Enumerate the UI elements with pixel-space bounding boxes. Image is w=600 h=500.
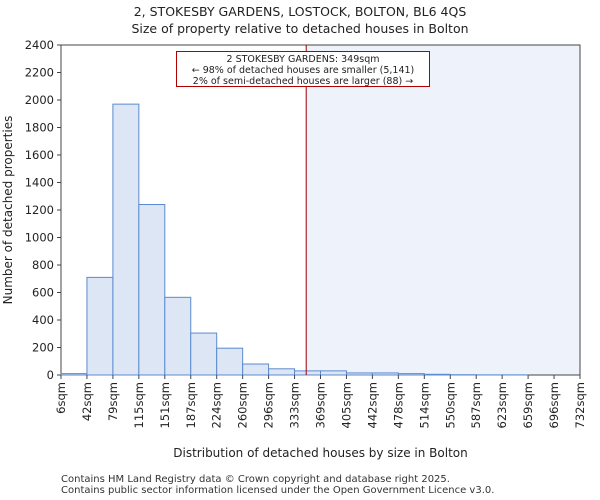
y-tick-label: 0 [47, 368, 54, 382]
histogram-bar [242, 363, 270, 376]
x-tick-label: 187sqm [184, 382, 198, 428]
chart-subtitle: Size of property relative to detached ho… [131, 21, 469, 36]
histogram-bar [371, 372, 399, 376]
x-tick-label: 260sqm [236, 382, 250, 428]
histogram-bar [397, 373, 425, 376]
x-tick-label: 151sqm [158, 382, 172, 428]
y-tick-label: 1400 [25, 176, 54, 190]
x-tick-label: 659sqm [521, 382, 535, 428]
annotation-line-1: 2 STOKESBY GARDENS: 349sqm [226, 54, 380, 65]
x-tick-label: 296sqm [262, 382, 276, 428]
y-tick-label: 1200 [25, 203, 54, 217]
x-tick-label: 732sqm [573, 382, 587, 428]
x-tick-label: 369sqm [314, 382, 328, 428]
histogram-bar [294, 370, 321, 376]
annotation-line-3: 2% of semi-detached houses are larger (8… [192, 76, 414, 87]
x-tick-label: 478sqm [391, 382, 405, 428]
x-axis-label: Distribution of detached houses by size … [173, 446, 467, 460]
y-tick-label: 1600 [25, 148, 54, 162]
y-tick-label: 2400 [25, 38, 54, 52]
y-tick-label: 400 [32, 313, 54, 327]
histogram-bar [216, 347, 244, 376]
histogram-bar [60, 373, 88, 376]
x-tick-label: 587sqm [469, 382, 483, 428]
y-tick-label: 200 [32, 341, 54, 355]
x-tick-label: 79sqm [106, 382, 120, 421]
footer-line-2: Contains public sector information licen… [61, 485, 495, 496]
x-tick-label: 333sqm [288, 382, 302, 428]
y-tick-label: 2000 [25, 93, 54, 107]
x-tick-label: 442sqm [365, 382, 379, 428]
y-tick-label: 1800 [25, 121, 54, 135]
x-tick-label: 696sqm [547, 382, 561, 428]
x-tick-label: 623sqm [495, 382, 509, 428]
histogram-bar [138, 204, 166, 376]
footer-line-1: Contains HM Land Registry data © Crown c… [61, 474, 450, 485]
property-annotation: 2 STOKESBY GARDENS: 349sqm ← 98% of deta… [176, 51, 430, 87]
annotation-line-2: ← 98% of detached houses are smaller (5,… [191, 65, 415, 76]
chart-title: 2, STOKESBY GARDENS, LOSTOCK, BOLTON, BL… [133, 4, 467, 19]
x-tick-label: 405sqm [339, 382, 353, 428]
histogram-bar [86, 276, 114, 376]
larger-region-shade [306, 45, 580, 375]
x-tick-label: 115sqm [132, 382, 146, 428]
histogram-bar [164, 296, 192, 376]
y-tick-label: 800 [32, 258, 54, 272]
histogram-bar [320, 370, 347, 376]
x-tick-label: 550sqm [443, 382, 457, 428]
x-tick-label: 42sqm [80, 382, 94, 421]
histogram-bar [423, 373, 451, 376]
x-tick-label: 6sqm [54, 382, 68, 414]
y-axis-label: Number of detached properties [1, 116, 15, 305]
histogram-bar [190, 332, 218, 376]
x-tick-label: 224sqm [210, 382, 224, 428]
histogram-bar [345, 372, 373, 376]
y-tick-label: 2200 [25, 66, 54, 80]
y-tick-label: 1000 [25, 231, 54, 245]
histogram-bar [268, 368, 296, 376]
y-tick-label: 600 [32, 286, 54, 300]
x-tick-label: 514sqm [417, 382, 431, 428]
histogram-bar [112, 103, 140, 376]
